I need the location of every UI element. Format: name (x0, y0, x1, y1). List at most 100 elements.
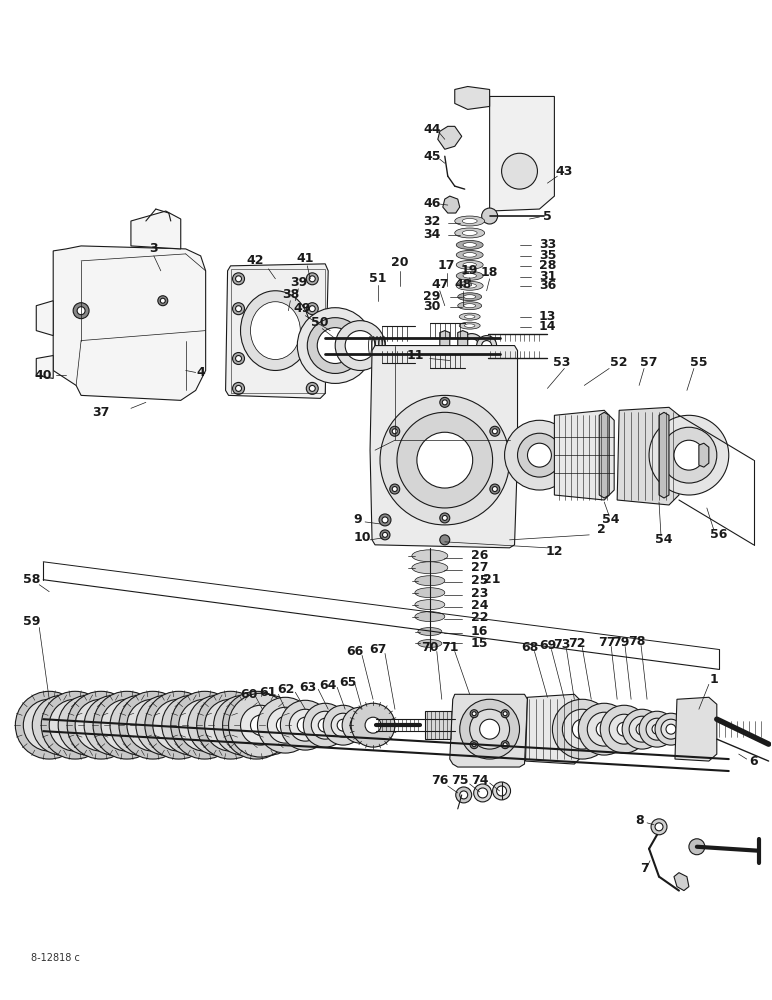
Text: 51: 51 (369, 272, 387, 285)
Text: 44: 44 (423, 123, 441, 136)
Ellipse shape (456, 260, 483, 269)
Polygon shape (36, 356, 53, 378)
Circle shape (479, 719, 499, 739)
Circle shape (222, 691, 290, 759)
Text: 61: 61 (259, 686, 277, 699)
Circle shape (646, 718, 668, 740)
Text: 77: 77 (598, 636, 616, 649)
Text: 7: 7 (640, 862, 648, 875)
Circle shape (145, 691, 212, 759)
Ellipse shape (458, 302, 482, 310)
Circle shape (63, 713, 87, 737)
Circle shape (465, 339, 479, 353)
Circle shape (674, 440, 704, 470)
Circle shape (501, 710, 509, 718)
Circle shape (15, 691, 83, 759)
Text: 34: 34 (423, 228, 441, 241)
Circle shape (622, 709, 662, 749)
Circle shape (197, 691, 265, 759)
Ellipse shape (465, 324, 475, 327)
Polygon shape (440, 331, 450, 361)
Circle shape (392, 429, 398, 434)
Text: 71: 71 (441, 641, 459, 654)
Ellipse shape (464, 295, 476, 299)
Ellipse shape (412, 562, 448, 574)
Text: 63: 63 (300, 681, 317, 694)
Circle shape (517, 433, 561, 477)
Text: 6: 6 (750, 755, 758, 768)
Circle shape (235, 306, 242, 312)
Circle shape (73, 303, 89, 319)
Text: 60: 60 (240, 688, 257, 701)
Circle shape (440, 535, 450, 545)
Circle shape (629, 716, 655, 742)
Circle shape (306, 273, 318, 285)
Ellipse shape (463, 253, 476, 257)
Text: 13: 13 (539, 310, 556, 323)
Text: 69: 69 (539, 639, 556, 652)
Polygon shape (443, 196, 460, 213)
Ellipse shape (412, 550, 448, 562)
Circle shape (390, 426, 400, 436)
Polygon shape (675, 697, 717, 761)
Polygon shape (699, 443, 709, 467)
Ellipse shape (463, 284, 476, 288)
Text: 57: 57 (640, 356, 658, 369)
Circle shape (110, 695, 170, 755)
Circle shape (496, 786, 506, 796)
Circle shape (303, 703, 347, 747)
Circle shape (306, 353, 318, 364)
Circle shape (172, 705, 212, 745)
Text: 42: 42 (247, 254, 264, 267)
Circle shape (493, 782, 510, 800)
Text: 53: 53 (553, 356, 570, 369)
Circle shape (23, 699, 75, 751)
Circle shape (245, 713, 269, 737)
Circle shape (390, 484, 400, 494)
Ellipse shape (463, 274, 476, 278)
Circle shape (94, 705, 134, 745)
Polygon shape (438, 126, 462, 149)
Circle shape (161, 298, 165, 303)
Circle shape (93, 691, 161, 759)
Circle shape (67, 691, 135, 759)
Circle shape (310, 356, 315, 362)
Circle shape (214, 695, 273, 755)
Polygon shape (659, 412, 669, 498)
Text: 31: 31 (539, 270, 556, 283)
Circle shape (76, 713, 100, 737)
Circle shape (276, 716, 294, 734)
Text: 10: 10 (354, 531, 371, 544)
Circle shape (297, 717, 313, 733)
Circle shape (280, 700, 330, 750)
Text: 59: 59 (22, 615, 40, 628)
Circle shape (460, 334, 483, 358)
Circle shape (193, 713, 217, 737)
Text: 1: 1 (709, 673, 718, 686)
Ellipse shape (459, 313, 480, 320)
Circle shape (472, 743, 476, 747)
Polygon shape (450, 694, 527, 767)
Circle shape (153, 699, 205, 751)
Circle shape (661, 427, 717, 483)
Circle shape (267, 707, 303, 743)
Circle shape (205, 699, 256, 751)
Circle shape (655, 823, 663, 831)
Circle shape (380, 395, 510, 525)
Circle shape (342, 707, 378, 743)
Ellipse shape (241, 291, 310, 370)
Circle shape (350, 715, 370, 735)
Circle shape (101, 699, 153, 751)
Circle shape (689, 839, 705, 855)
Circle shape (157, 296, 168, 306)
Ellipse shape (463, 263, 476, 267)
Circle shape (562, 709, 602, 749)
Circle shape (382, 517, 388, 523)
Circle shape (502, 153, 537, 189)
Ellipse shape (250, 302, 300, 360)
Circle shape (317, 328, 353, 363)
Text: 65: 65 (340, 676, 357, 689)
Circle shape (331, 713, 355, 737)
Text: 15: 15 (471, 637, 489, 650)
Circle shape (290, 709, 321, 741)
